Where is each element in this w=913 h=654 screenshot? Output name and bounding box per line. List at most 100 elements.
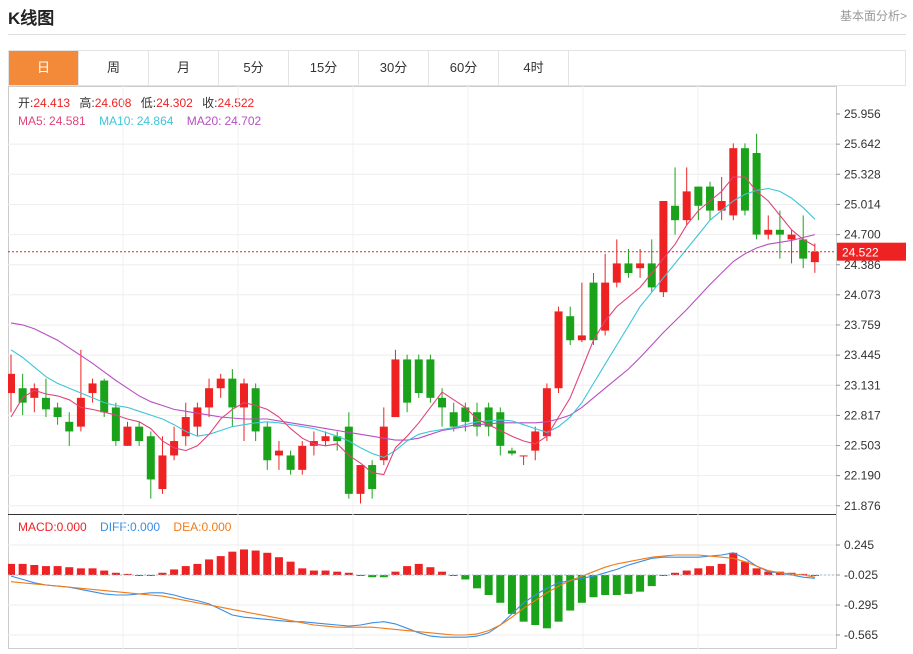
tab-month[interactable]: 月 bbox=[149, 51, 219, 85]
price-tick-label: 25.642 bbox=[844, 137, 881, 151]
macd-bar bbox=[624, 575, 633, 594]
candle-body bbox=[379, 426, 388, 461]
macd-bar bbox=[65, 567, 74, 575]
tab-4hour[interactable]: 4时 bbox=[499, 51, 569, 85]
ma5-line bbox=[10, 176, 816, 476]
price-tick-label: 22.503 bbox=[844, 439, 881, 453]
title-divider bbox=[8, 34, 906, 35]
macd-bar bbox=[589, 575, 598, 598]
candle-body bbox=[787, 234, 796, 240]
macd-bar bbox=[717, 563, 726, 575]
candle-body bbox=[810, 251, 819, 263]
macd-bar bbox=[111, 572, 120, 575]
candle-body bbox=[356, 465, 365, 494]
candle-body bbox=[764, 229, 773, 235]
macd-bar bbox=[146, 575, 155, 576]
candle-body bbox=[647, 263, 656, 288]
macd-bar bbox=[240, 549, 248, 575]
candle-body bbox=[7, 373, 15, 394]
macd-bar bbox=[181, 566, 190, 575]
candle-body bbox=[240, 383, 248, 408]
tab-5min[interactable]: 5分 bbox=[219, 51, 289, 85]
tab-15min[interactable]: 15分 bbox=[289, 51, 359, 85]
candle-body bbox=[461, 407, 470, 422]
candle-body bbox=[111, 407, 120, 442]
tab-60min[interactable]: 60分 bbox=[429, 51, 499, 85]
fundamental-analysis-link[interactable]: 基本面分析> bbox=[839, 9, 907, 23]
tab-day[interactable]: 日 bbox=[9, 51, 79, 85]
macd-bar bbox=[193, 563, 202, 575]
price-tick-label: 24.386 bbox=[844, 258, 881, 272]
candle-body bbox=[566, 316, 575, 341]
period-tabs: 日 周 月 5分 15分 30分 60分 4时 bbox=[8, 50, 906, 86]
macd-bar bbox=[88, 568, 97, 575]
macd-bar bbox=[18, 563, 27, 575]
candle-body bbox=[519, 455, 528, 457]
candle-body bbox=[507, 450, 516, 454]
macd-bar bbox=[542, 575, 551, 629]
price-tick-label: 22.817 bbox=[844, 408, 881, 422]
candle-body bbox=[251, 388, 260, 432]
candle-body bbox=[298, 445, 307, 470]
tab-week[interactable]: 周 bbox=[79, 51, 149, 85]
kline-svg[interactable]: 开:24.413 高:24.608 低:24.302 收:24.522 MA5:… bbox=[7, 86, 906, 649]
macd-bar bbox=[170, 569, 179, 575]
macd-bar bbox=[379, 575, 388, 578]
macd-bar bbox=[368, 575, 377, 578]
macd-bar bbox=[333, 571, 342, 575]
macd-bar bbox=[461, 575, 470, 580]
candle-body bbox=[659, 200, 668, 293]
tab-30min[interactable]: 30分 bbox=[359, 51, 429, 85]
macd-bar bbox=[123, 573, 132, 575]
macd-tick-label: 0.245 bbox=[844, 538, 874, 552]
dea-line bbox=[10, 554, 816, 636]
price-tick-label: 22.190 bbox=[844, 469, 881, 483]
macd-bar bbox=[682, 570, 691, 575]
candle-body bbox=[403, 359, 412, 403]
macd-bar bbox=[298, 568, 307, 575]
macd-bar bbox=[507, 575, 516, 614]
candle-body bbox=[263, 426, 272, 461]
candle-body bbox=[181, 417, 190, 437]
ohlc-info: 开:24.413 高:24.608 低:24.302 收:24.522 bbox=[18, 95, 255, 110]
candle-body bbox=[531, 431, 540, 451]
macd-bar bbox=[671, 572, 680, 575]
macd-bar bbox=[577, 575, 586, 603]
candle-body bbox=[135, 426, 144, 442]
macd-bar bbox=[484, 575, 493, 595]
ma-info: MA5: 24.581 MA10: 24.864 MA20: 24.702 bbox=[18, 114, 262, 128]
candle-body bbox=[589, 282, 598, 341]
macd-bar bbox=[7, 563, 15, 575]
candle-body bbox=[65, 421, 74, 432]
price-tick-label: 25.956 bbox=[844, 107, 881, 121]
ma10-line bbox=[10, 187, 816, 459]
macd-bar bbox=[391, 571, 400, 575]
candle-body bbox=[146, 436, 155, 480]
candle-body bbox=[799, 239, 808, 259]
macd-bar bbox=[612, 575, 621, 595]
macd-bar bbox=[216, 556, 225, 575]
candle-body bbox=[216, 378, 225, 389]
candle-body bbox=[18, 388, 27, 403]
candle-body bbox=[612, 263, 621, 283]
candle-body bbox=[496, 412, 505, 446]
candle-body bbox=[624, 263, 633, 274]
price-tick-label: 24.700 bbox=[844, 228, 881, 242]
price-tick-label: 24.073 bbox=[844, 288, 881, 302]
candle-body bbox=[100, 380, 109, 413]
candle-body bbox=[694, 186, 703, 206]
macd-bar bbox=[274, 557, 283, 575]
candle-body bbox=[426, 359, 435, 398]
macd-bar bbox=[205, 559, 214, 575]
macd-bar bbox=[321, 570, 330, 575]
diff-line bbox=[10, 552, 815, 638]
price-tick-label: 25.014 bbox=[844, 197, 881, 211]
kline-chart[interactable]: 开:24.413 高:24.608 低:24.302 收:24.522 MA5:… bbox=[7, 86, 906, 649]
candle-body bbox=[158, 455, 167, 490]
price-tick-label: 21.876 bbox=[844, 499, 881, 513]
macd-bar bbox=[647, 575, 656, 587]
macd-bar bbox=[344, 572, 353, 575]
candle-body bbox=[752, 152, 761, 235]
candle-body bbox=[729, 148, 738, 216]
macd-bar bbox=[566, 575, 575, 611]
